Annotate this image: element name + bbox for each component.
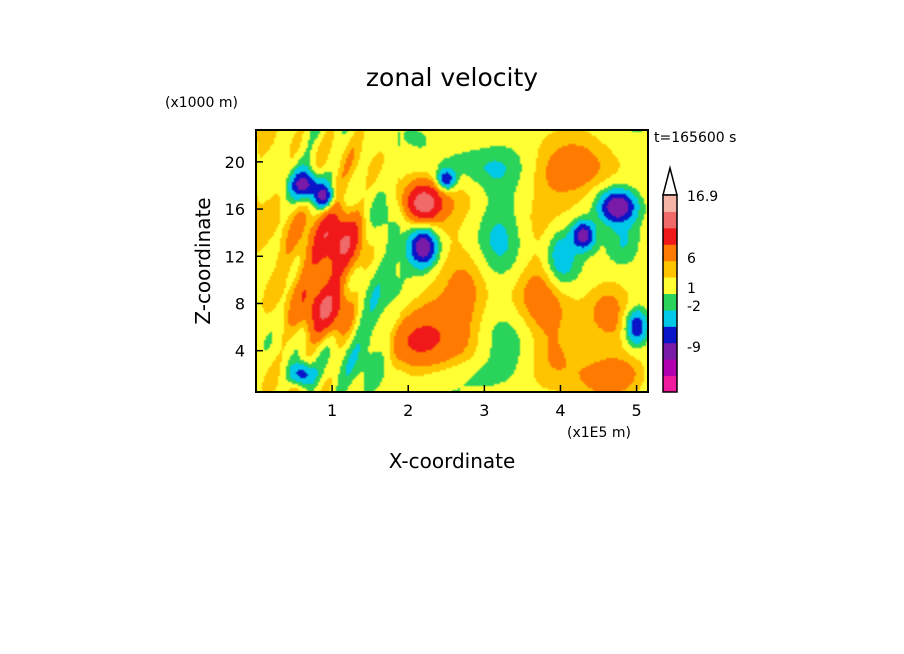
- colorbar-cell: [663, 227, 677, 245]
- y-axis-label: Z-coordinate: [191, 197, 215, 324]
- y-unit-label: (x1000 m): [165, 95, 238, 111]
- y-tick-label: 8: [235, 294, 245, 313]
- colorbar-label-neg2: -2: [687, 299, 701, 315]
- colorbar-cell: [663, 326, 677, 344]
- y-axis-ticks: 4 8 12 16 20: [225, 153, 263, 361]
- colorbar-cells: [663, 195, 677, 393]
- x-unit-label: (x1E5 m): [567, 425, 631, 441]
- colorbar-cell: [663, 359, 677, 377]
- x-tick-label: 2: [403, 401, 413, 420]
- colorbar-cell: [663, 293, 677, 311]
- heatmap-field: [256, 130, 648, 392]
- x-tick-label: 4: [555, 401, 565, 420]
- colorbar-cell: [663, 375, 677, 393]
- y-tick-label: 16: [225, 200, 245, 219]
- x-tick-label: 1: [327, 401, 337, 420]
- y-tick-label: 4: [235, 342, 245, 361]
- colorbar-cell: [663, 277, 677, 294]
- colorbar-cell: [663, 244, 677, 262]
- plot-frame: [255, 129, 649, 393]
- colorbar-cell: [663, 211, 677, 229]
- x-tick-label: 3: [479, 401, 489, 420]
- colorbar-frame: [662, 194, 678, 393]
- colorbar-cell: [663, 309, 677, 327]
- time-label: t=165600 s: [654, 130, 736, 146]
- colorbar: 16.9 6 1 -2 -9: [662, 165, 718, 393]
- colorbar-cell: [663, 260, 677, 278]
- colorbar-max-label: 16.9: [687, 189, 718, 205]
- x-axis-ticks: 1 2 3 4 5: [327, 385, 642, 420]
- colorbar-cell: [663, 195, 677, 212]
- colorbar-max-arrow: [662, 165, 678, 196]
- chart-title: zonal velocity: [366, 63, 538, 92]
- y-tick-label: 12: [225, 247, 245, 266]
- x-tick-label: 5: [631, 401, 641, 420]
- plot-area: [255, 129, 649, 393]
- colorbar-label-6: 6: [687, 251, 696, 267]
- colorbar-label-neg9: -9: [687, 340, 701, 356]
- x-axis-label: X-coordinate: [389, 449, 516, 473]
- y-tick-label: 20: [225, 153, 245, 172]
- colorbar-cell: [663, 342, 677, 360]
- colorbar-label-1: 1: [687, 281, 696, 297]
